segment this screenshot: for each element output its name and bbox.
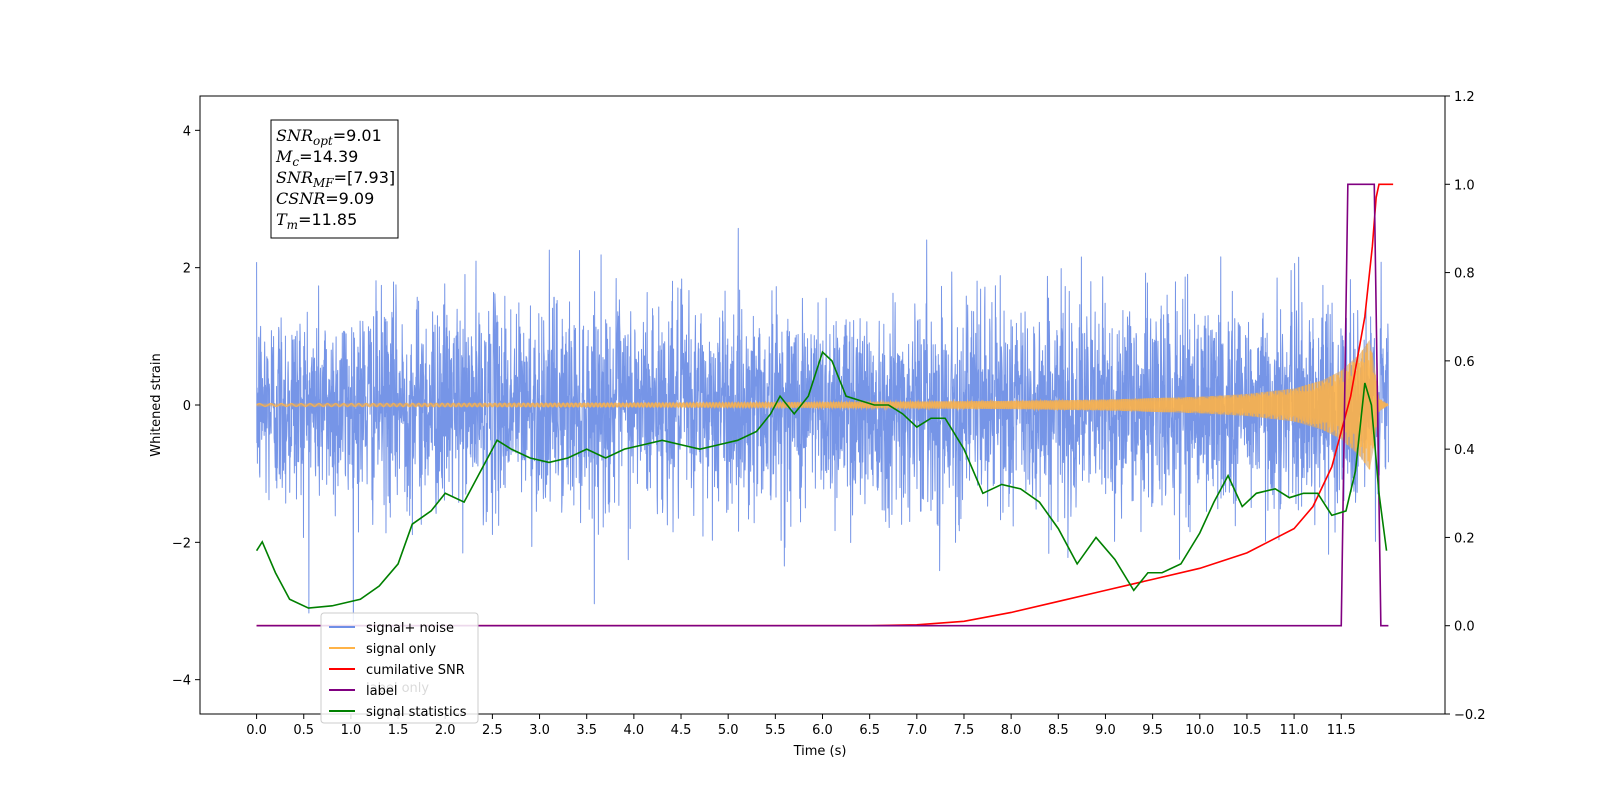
annotation-lines: SNRopt=9.01Mc=14.39SNRMF=[7.93]CSNR=9.09… bbox=[275, 126, 395, 232]
series-signal-only bbox=[256, 343, 1389, 470]
legend-label: signal+ noise bbox=[366, 621, 454, 636]
annotation-symbol: SNR bbox=[276, 126, 313, 145]
y-right-tick-label: 0.6 bbox=[1454, 355, 1475, 370]
x-tick-label: 0.0 bbox=[246, 723, 267, 738]
series-cumilative-snr bbox=[256, 183, 1394, 627]
annotation-line: CSNR=9.09 bbox=[276, 189, 374, 208]
x-tick-label: 11.0 bbox=[1280, 723, 1309, 738]
annotation-subscript: MF bbox=[312, 176, 334, 190]
annotation-subscript: m bbox=[287, 218, 298, 232]
annotation-subscript: c bbox=[292, 155, 299, 169]
legend-label: signal statistics bbox=[366, 705, 467, 720]
annotation-symbol: M bbox=[275, 147, 293, 166]
annotation-box: SNRopt=9.01Mc=14.39SNRMF=[7.93]CSNR=9.09… bbox=[270, 119, 399, 239]
legend-ghost-text: label only bbox=[366, 681, 429, 696]
x-tick-label: 3.0 bbox=[529, 723, 550, 738]
x-tick-label: 4.0 bbox=[624, 723, 645, 738]
annotation-subscript: opt bbox=[313, 134, 333, 148]
y-left-tick-label: 2 bbox=[183, 262, 191, 277]
x-tick-label: 10.0 bbox=[1185, 723, 1214, 738]
x-tick-label: 11.5 bbox=[1327, 723, 1356, 738]
x-axis-label: Time (s) bbox=[793, 744, 847, 759]
series-layer bbox=[255, 183, 1394, 627]
y-axis-label: Whitened strain bbox=[149, 353, 164, 456]
y-right-tick-label: 1.2 bbox=[1454, 90, 1475, 105]
x-tick-label: 5.5 bbox=[765, 723, 786, 738]
y-left-tick-label: 4 bbox=[183, 124, 191, 139]
annotation-line: Tm=11.85 bbox=[276, 210, 357, 232]
legend-label: label bbox=[366, 684, 397, 699]
x-axis-ticks: 0.0 0.5 1.0 1.5 2.0 2.5 3.0 3.5 4.0 4.5 5.0 5.5 6.0 6… bbox=[246, 714, 1356, 738]
y-left-tick-label: −4 bbox=[172, 674, 191, 689]
legend-label: signal only bbox=[366, 642, 436, 657]
x-tick-label: 6.5 bbox=[859, 723, 880, 738]
x-tick-label: 6.0 bbox=[812, 723, 833, 738]
x-tick-label: 3.5 bbox=[576, 723, 597, 738]
x-tick-label: 2.5 bbox=[482, 723, 503, 738]
x-tick-label: 0.5 bbox=[293, 723, 314, 738]
x-tick-label: 4.5 bbox=[671, 723, 692, 738]
annotation-value: =11.85 bbox=[298, 210, 357, 229]
annotation-symbol: T bbox=[276, 210, 288, 229]
x-tick-label: 1.0 bbox=[341, 723, 362, 738]
annotation-value: =9.01 bbox=[333, 126, 382, 145]
legend-label: cumilative SNR bbox=[366, 663, 465, 678]
y-right-tick-label: 0.4 bbox=[1454, 443, 1475, 458]
annotation-line: SNRopt=9.01 bbox=[276, 126, 382, 148]
annotation-value: =[7.93] bbox=[334, 168, 396, 187]
x-tick-label: 8.0 bbox=[1001, 723, 1022, 738]
y-axis-right-ticks: 1.2 1.0 0.8 0.6 0.4 0.2 0.0 −0.2 bbox=[1445, 90, 1486, 723]
annotation-symbol: CSNR bbox=[276, 189, 325, 208]
y-axis-left-ticks: 4 2 0 −2 −4 bbox=[172, 124, 200, 689]
y-left-tick-label: 0 bbox=[183, 399, 191, 414]
x-tick-label: 5.0 bbox=[718, 723, 739, 738]
annotation-value: =9.09 bbox=[325, 189, 374, 208]
x-tick-label: 2.0 bbox=[435, 723, 456, 738]
series-signal-plus-noise bbox=[256, 227, 1389, 622]
y-right-tick-label: −0.2 bbox=[1454, 708, 1486, 723]
annotation-line: SNRMF=[7.93] bbox=[276, 168, 395, 190]
x-tick-label: 8.5 bbox=[1048, 723, 1069, 738]
annotation-value: =14.39 bbox=[299, 147, 358, 166]
annotation-symbol: SNR bbox=[276, 168, 313, 187]
x-tick-label: 9.0 bbox=[1095, 723, 1116, 738]
series-signal-statistics bbox=[255, 350, 1388, 609]
x-tick-label: 7.5 bbox=[954, 723, 975, 738]
x-tick-label: 7.0 bbox=[906, 723, 927, 738]
y-right-tick-label: 0.2 bbox=[1454, 531, 1475, 546]
y-right-tick-label: 1.0 bbox=[1454, 178, 1475, 193]
x-tick-label: 1.5 bbox=[388, 723, 409, 738]
y-right-tick-label: 0.8 bbox=[1454, 267, 1475, 282]
annotation-line: Mc=14.39 bbox=[275, 147, 358, 169]
legend: label only signal+ noise signal only cumil… bbox=[320, 612, 479, 724]
y-right-tick-label: 0.0 bbox=[1454, 620, 1475, 635]
y-left-tick-label: −2 bbox=[172, 536, 191, 551]
series-label bbox=[256, 183, 1389, 627]
x-tick-label: 9.5 bbox=[1142, 723, 1163, 738]
x-tick-label: 10.5 bbox=[1232, 723, 1261, 738]
legend-items: signal+ noise signal only cumilative SNR la… bbox=[329, 621, 467, 720]
